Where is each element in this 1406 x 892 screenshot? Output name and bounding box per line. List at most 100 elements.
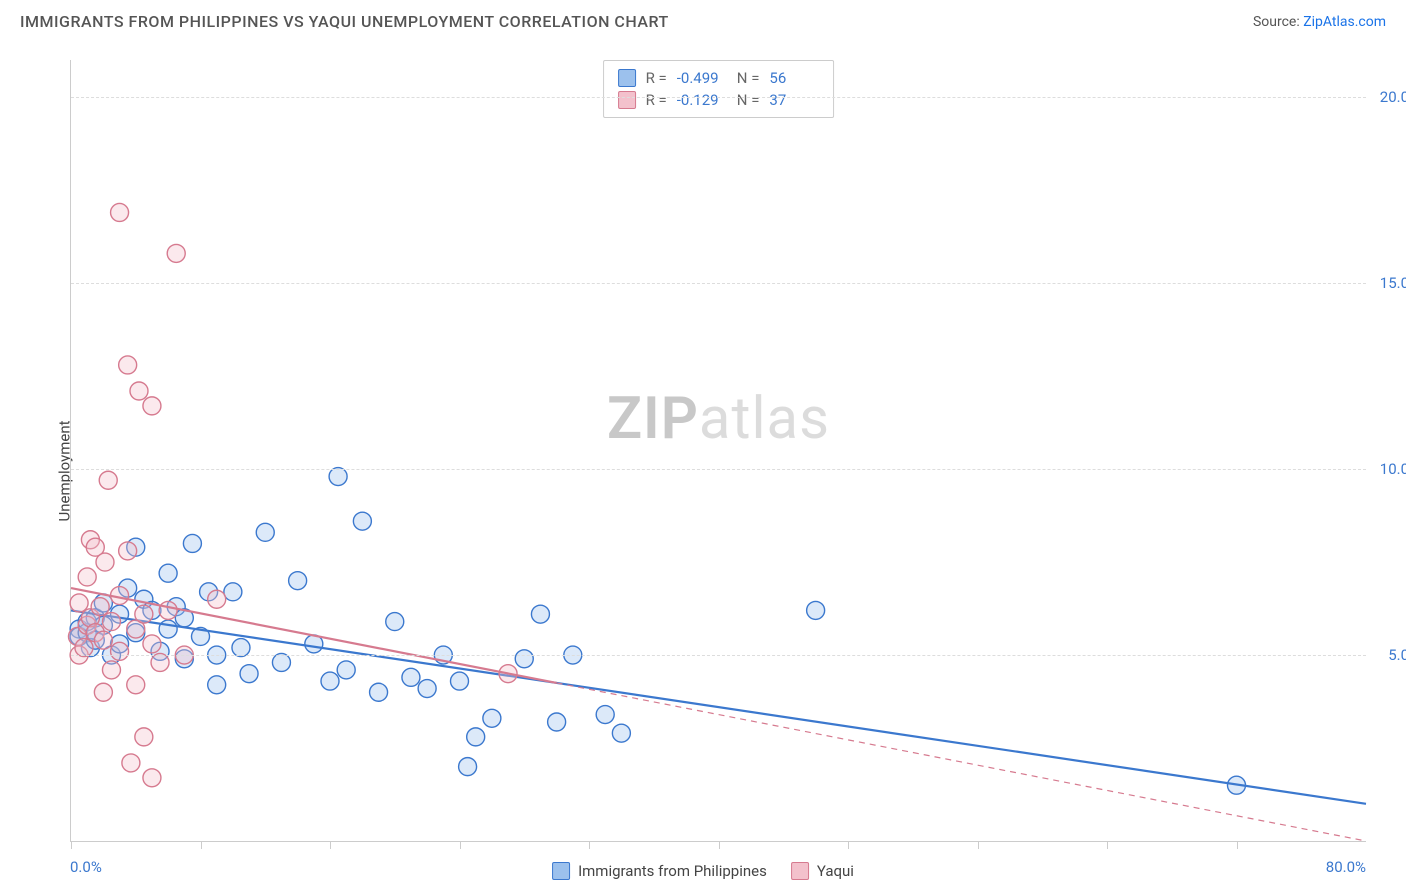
- x-tick: [1237, 841, 1238, 849]
- data-point: [483, 709, 501, 727]
- stat-n-label: N =: [737, 91, 760, 109]
- data-point: [159, 564, 177, 582]
- stat-n-label: N =: [737, 69, 760, 87]
- y-tick-label: 10.0%: [1370, 460, 1406, 478]
- gridline: [71, 469, 1366, 470]
- x-tick: [719, 841, 720, 849]
- scatter-svg: [71, 60, 1366, 841]
- legend-item: Yaqui: [791, 862, 854, 880]
- data-point: [289, 572, 307, 590]
- data-point: [130, 382, 148, 400]
- chart-title: IMMIGRANTS FROM PHILIPPINES VS YAQUI UNE…: [20, 12, 669, 31]
- data-point: [159, 620, 177, 638]
- data-point: [208, 676, 226, 694]
- data-point: [75, 639, 93, 657]
- source-link[interactable]: ZipAtlas.com: [1303, 14, 1386, 30]
- data-point: [451, 672, 469, 690]
- data-point: [337, 661, 355, 679]
- legend-swatch: [618, 91, 636, 109]
- data-point: [167, 244, 185, 262]
- data-point: [99, 471, 117, 489]
- y-tick-label: 20.0%: [1370, 88, 1406, 106]
- data-point: [402, 668, 420, 686]
- x-tick: [589, 841, 590, 849]
- data-point: [96, 553, 114, 571]
- data-point: [91, 598, 109, 616]
- data-point: [418, 680, 436, 698]
- data-point: [321, 672, 339, 690]
- gridline: [71, 655, 1366, 656]
- x-tick: [330, 841, 331, 849]
- data-point: [596, 706, 614, 724]
- data-point: [183, 534, 201, 552]
- data-point: [353, 512, 371, 530]
- trend-line: [71, 610, 1366, 803]
- data-point: [135, 728, 153, 746]
- data-point: [119, 356, 137, 374]
- stats-row: R = -0.129 N = 37: [618, 89, 820, 111]
- data-point: [459, 758, 477, 776]
- legend-swatch: [618, 69, 636, 87]
- data-point: [612, 724, 630, 742]
- data-point: [143, 397, 161, 415]
- data-point: [94, 683, 112, 701]
- x-tick: [978, 841, 979, 849]
- data-point: [143, 635, 161, 653]
- data-point: [70, 594, 88, 612]
- gridline: [71, 97, 1366, 98]
- legend-label: Yaqui: [817, 862, 854, 880]
- data-point: [208, 590, 226, 608]
- data-point: [78, 568, 96, 586]
- stat-r-label: R =: [646, 91, 667, 109]
- data-point: [111, 642, 129, 660]
- stat-n-value: 56: [769, 69, 819, 87]
- legend-swatch: [791, 862, 809, 880]
- data-point: [94, 631, 112, 649]
- stats-row: R = -0.499 N = 56: [618, 67, 820, 89]
- data-point: [135, 605, 153, 623]
- data-point: [531, 605, 549, 623]
- data-point: [232, 639, 250, 657]
- legend-swatch: [552, 862, 570, 880]
- data-point: [102, 613, 120, 631]
- data-point: [224, 583, 242, 601]
- data-point: [256, 523, 274, 541]
- stat-r-value: -0.499: [677, 69, 727, 87]
- trend-line-extrapolated: [557, 683, 1366, 841]
- data-point: [548, 713, 566, 731]
- data-point: [386, 613, 404, 631]
- gridline: [71, 283, 1366, 284]
- x-min-label: 0.0%: [70, 858, 102, 876]
- data-point: [272, 653, 290, 671]
- stat-r-label: R =: [646, 69, 667, 87]
- chart-container: Unemployment ZIPatlas R =-0.499N =56R =-…: [20, 50, 1386, 892]
- data-point: [102, 661, 120, 679]
- legend-item: Immigrants from Philippines: [552, 862, 767, 880]
- data-point: [467, 728, 485, 746]
- data-point: [329, 468, 347, 486]
- data-point: [111, 203, 129, 221]
- x-tick: [1107, 841, 1108, 849]
- data-point: [127, 676, 145, 694]
- data-point: [515, 650, 533, 668]
- data-point: [159, 601, 177, 619]
- x-tick: [848, 841, 849, 849]
- data-point: [122, 754, 140, 772]
- legend-label: Immigrants from Philippines: [578, 862, 767, 880]
- data-point: [119, 542, 137, 560]
- stat-n-value: 37: [769, 91, 819, 109]
- source-credit: Source: ZipAtlas.com: [1253, 14, 1386, 30]
- y-tick-label: 15.0%: [1370, 274, 1406, 292]
- source-prefix: Source:: [1253, 14, 1303, 30]
- data-point: [143, 769, 161, 787]
- x-max-label: 80.0%: [1326, 858, 1366, 876]
- stat-r-value: -0.129: [677, 91, 727, 109]
- data-point: [151, 653, 169, 671]
- data-point: [807, 601, 825, 619]
- data-point: [370, 683, 388, 701]
- plot-area: ZIPatlas R =-0.499N =56R =-0.129N =37 5.…: [70, 60, 1366, 842]
- x-tick: [460, 841, 461, 849]
- x-tick: [201, 841, 202, 849]
- series-legend: Immigrants from Philippines Yaqui: [552, 862, 854, 880]
- stats-legend-box: R = -0.499 N = 56 R = -0.129 N = 37: [603, 60, 835, 118]
